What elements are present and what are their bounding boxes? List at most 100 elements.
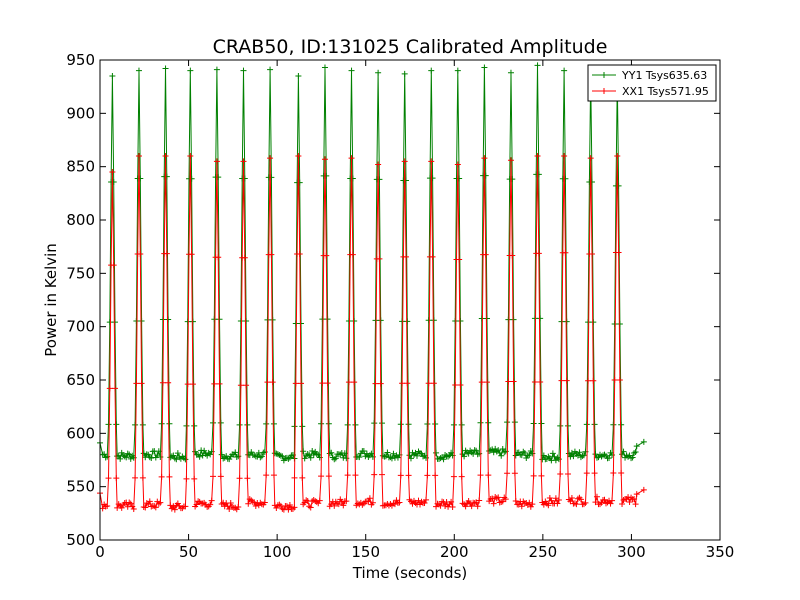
legend: YY1 Tsys635.63 XX1 Tsys571.95 — [587, 64, 717, 102]
data-point — [132, 474, 139, 481]
data-point — [263, 472, 270, 479]
data-point — [352, 472, 359, 479]
data-point — [490, 500, 497, 507]
x-tick-label: 0 — [95, 543, 105, 561]
data-point — [187, 67, 194, 74]
data-point — [307, 454, 314, 461]
data-point — [324, 380, 331, 387]
data-point — [405, 472, 412, 479]
legend-label: YY1 Tsys635.63 — [621, 69, 707, 82]
data-point — [561, 67, 568, 74]
data-point — [345, 317, 352, 324]
data-point — [568, 449, 575, 456]
data-point — [251, 499, 258, 506]
data-point — [375, 161, 382, 168]
data-point — [319, 316, 326, 323]
data-point — [507, 157, 514, 164]
data-point — [428, 158, 435, 165]
data-point — [155, 448, 162, 455]
data-point — [391, 501, 398, 508]
data-point — [297, 320, 304, 327]
data-point — [549, 450, 556, 457]
data-point — [382, 453, 389, 460]
data-point — [423, 496, 430, 503]
data-point — [610, 421, 617, 428]
data-point — [211, 380, 218, 387]
data-point — [331, 502, 338, 509]
data-point — [316, 497, 323, 504]
data-point — [240, 67, 247, 74]
data-point — [377, 380, 384, 387]
data-point — [191, 422, 198, 429]
data-point — [495, 494, 502, 501]
data-point — [158, 420, 165, 427]
data-point — [404, 380, 411, 387]
data-point — [530, 472, 537, 479]
data-point — [413, 452, 420, 459]
data-point — [299, 423, 306, 430]
data-point — [565, 450, 572, 457]
y-tick-label: 500 — [66, 531, 95, 549]
data-point — [611, 321, 618, 327]
data-point — [348, 67, 355, 74]
data-point — [258, 453, 265, 460]
data-point — [449, 503, 456, 510]
data-point — [188, 251, 195, 258]
data-point — [511, 419, 518, 426]
data-point — [139, 421, 146, 428]
data-point — [348, 155, 355, 162]
ticks-layer: 0 50 100 150 200 250 300 350 500 550 600 650 700 750 8… — [66, 51, 734, 561]
data-point — [626, 499, 633, 505]
data-point — [351, 379, 358, 386]
data-point — [432, 472, 439, 479]
data-point — [424, 472, 431, 479]
data-point — [465, 497, 472, 504]
data-point — [425, 380, 432, 387]
data-point — [551, 453, 558, 460]
data-point — [526, 499, 533, 506]
data-point — [286, 501, 293, 508]
data-point — [474, 503, 481, 510]
data-point — [555, 496, 562, 503]
data-point — [174, 450, 181, 457]
data-point — [201, 447, 208, 454]
x-tick-label: 150 — [351, 543, 380, 561]
data-point — [585, 377, 592, 384]
data-point — [324, 316, 331, 323]
data-point — [562, 249, 569, 256]
data-point — [106, 319, 113, 326]
data-point — [111, 385, 118, 392]
data-point — [109, 73, 116, 79]
data-point — [292, 320, 299, 327]
data-point — [454, 161, 461, 168]
data-point — [397, 421, 404, 428]
data-point — [592, 499, 599, 506]
data-point — [511, 470, 518, 477]
data-point — [163, 250, 170, 257]
chart-title: CRAB50, ID:131025 Calibrated Amplitude — [213, 36, 608, 58]
y-tick-label: 800 — [66, 211, 95, 229]
data-point — [264, 316, 271, 323]
data-point — [421, 499, 428, 506]
data-point — [196, 453, 203, 460]
data-point — [319, 380, 326, 387]
data-point — [499, 446, 506, 453]
data-point — [297, 380, 304, 387]
data-point — [232, 449, 239, 456]
data-point — [244, 421, 251, 428]
data-point — [318, 420, 325, 427]
data-point — [593, 493, 600, 500]
data-point — [191, 475, 198, 482]
data-point — [614, 153, 621, 159]
data-point — [192, 448, 199, 455]
data-point — [110, 262, 117, 269]
data-point — [640, 438, 647, 445]
y-tick-label: 750 — [66, 264, 95, 282]
data-point — [208, 497, 215, 504]
data-point — [106, 385, 113, 392]
data-point — [307, 504, 314, 511]
data-point — [210, 473, 217, 480]
data-point — [264, 379, 271, 386]
data-point — [162, 65, 169, 72]
